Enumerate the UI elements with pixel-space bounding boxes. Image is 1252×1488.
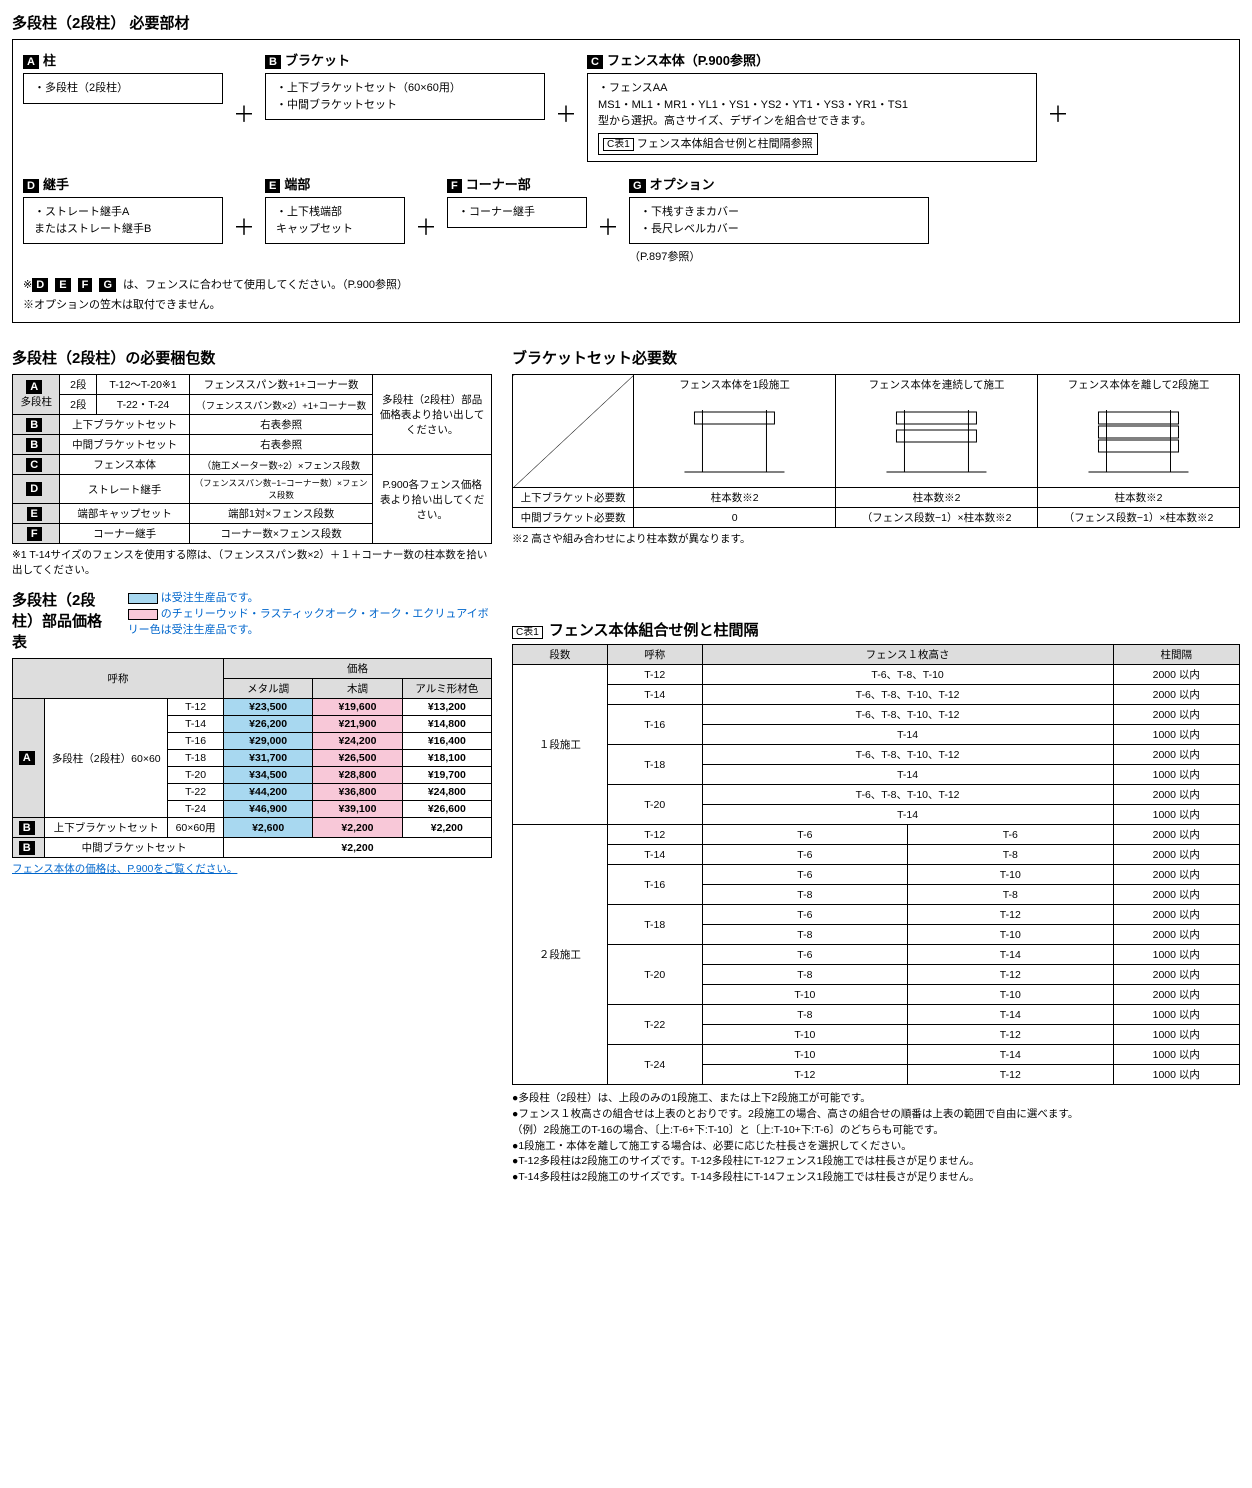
ctable: 段数呼称フェンス１枚高さ柱間隔１段施工T-12T-6、T-8、T-102000 … (512, 644, 1240, 1085)
comp-E-box: ・上下桟端部キャップセット (265, 197, 405, 244)
comp-B-box: ・上下ブラケットセット（60×60用）・中間ブラケットセット (265, 73, 545, 120)
pkg-table: A多段柱2段T-12〜T-20※1フェンススパン数+1+コーナー数多段柱（2段柱… (12, 374, 492, 544)
components-outer: A柱・多段柱（2段柱）＋Bブラケット・上下ブラケットセット（60×60用）・中間… (12, 39, 1240, 323)
bracket-table: フェンス本体を1段施工フェンス本体を連続して施工フェンス本体を離して2段施工上下… (512, 374, 1240, 528)
comp-D-label: D継手 (23, 174, 223, 193)
plus-icon: ＋ (551, 97, 581, 129)
ctable-note-0: ●多段柱（2段柱）は、上段のみの1段施工、または上下2段施工が可能です。 (512, 1091, 1240, 1107)
plus-icon: ＋ (229, 97, 259, 129)
main-title: 多段柱（2段柱） 必要部材 (12, 12, 1240, 33)
plus-icon: ＋ (1043, 97, 1073, 129)
ctable-title: フェンス本体組合せ例と柱間隔 (549, 622, 759, 639)
pkg-note: ※1 T-14サイズのフェンスを使用する際は、（フェンススパン数×2）＋１＋コー… (12, 548, 492, 577)
ctable-note-1: ●フェンス１枚高さの組合せは上表のとおりです。2段施工の場合、高さの組合せの順番… (512, 1107, 1240, 1123)
comp-D-box: ・ストレート継手Aまたはストレート継手B (23, 197, 223, 244)
comp-A-box: ・多段柱（2段柱） (23, 73, 223, 104)
price-title: 多段柱（2段柱）部品価格表 (12, 589, 116, 652)
comp-F-box: ・コーナー継手 (447, 197, 587, 228)
ctable-note-2: （例）2段施工のT-16の場合、〔上:T-6+下:T-10〕と〔上:T-10+下… (512, 1123, 1240, 1139)
comp-G-label: Gオプション (629, 174, 929, 193)
comp-C-box: ・フェンスAAMS1・ML1・MR1・YL1・YS1・YS2・YT1・YS3・Y… (587, 73, 1037, 162)
comp-note-0: ※D E F G は、フェンスに合わせて使用してください。（P.900参照） (23, 276, 1229, 292)
plus-icon: ＋ (229, 210, 259, 242)
ctable-label: C表1 (512, 626, 543, 639)
ctable-notes: ●多段柱（2段柱）は、上段のみの1段施工、または上下2段施工が可能です。●フェン… (512, 1091, 1240, 1186)
comp-B-label: Bブラケット (265, 50, 545, 69)
bracket-title: ブラケットセット必要数 (512, 347, 1240, 368)
ctable-note-3: ●1段施工・本体を離して施工する場合は、必要に応じた柱長さを選択してください。 (512, 1139, 1240, 1155)
price-note: フェンス本体の価格は、P.900をご覧ください。 (12, 863, 237, 875)
bracket-note: ※2 高さや組み合わせにより柱本数が異なります。 (512, 532, 1240, 547)
legend: は受注生産品です。 のチェリーウッド・ラスティックオーク・オーク・エクリュアイボ… (128, 589, 492, 637)
comp-F-label: Fコーナー部 (447, 174, 587, 193)
comp-A-label: A柱 (23, 50, 223, 69)
comp-C-label: Cフェンス本体（P.900参照） (587, 50, 1037, 69)
ctable-note-4: ●T-12多段柱は2段施工のサイズです。T-12多段柱にT-12フェンス1段施工… (512, 1154, 1240, 1170)
comp-G-box: ・下桟すきまカバー・長尺レベルカバー (629, 197, 929, 244)
comp-E-label: E端部 (265, 174, 405, 193)
comp-note-1: ※オプションの笠木は取付できません。 (23, 296, 1229, 312)
plus-icon: ＋ (593, 210, 623, 242)
ctable-note-5: ●T-14多段柱は2段施工のサイズです。T-14多段柱にT-14フェンス1段施工… (512, 1170, 1240, 1186)
pkg-title: 多段柱（2段柱）の必要梱包数 (12, 347, 492, 368)
plus-icon: ＋ (411, 210, 441, 242)
price-table: 呼称価格 メタル調木調アルミ形材色A多段柱（2段柱）60×60T-12¥23,5… (12, 658, 492, 858)
